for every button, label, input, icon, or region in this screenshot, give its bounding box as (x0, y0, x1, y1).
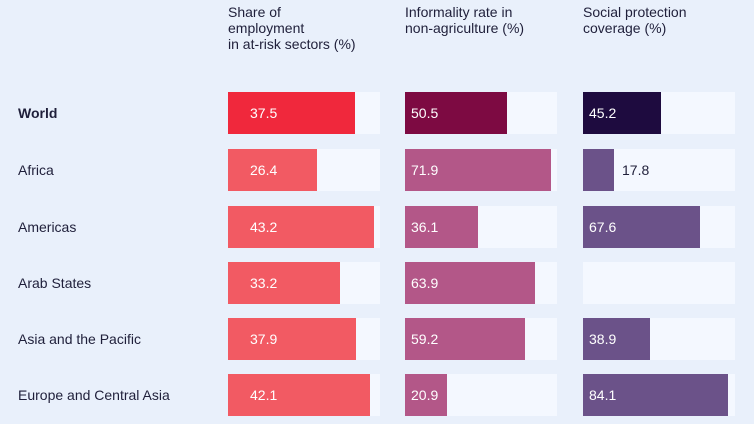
data-label: 45.2 (589, 105, 617, 121)
bar-track (405, 262, 557, 304)
bar-track (405, 318, 557, 360)
bar-track (583, 262, 735, 304)
data-label: 17.8 (622, 162, 650, 178)
bar-track (583, 206, 735, 248)
bar-track (405, 374, 557, 416)
row-label: Europe and Central Asia (18, 387, 170, 403)
column-header-0: Share of employment in at-risk sectors (… (228, 4, 356, 52)
row-label: Asia and the Pacific (18, 331, 141, 347)
bar (228, 374, 370, 416)
row-label: Africa (18, 162, 54, 178)
row-label: World (18, 105, 58, 121)
column-header-1: Informality rate in non-agriculture (%) (405, 4, 525, 36)
data-label: 36.1 (411, 219, 439, 235)
bar-track (405, 92, 557, 134)
bar-track (228, 262, 380, 304)
bar-track (228, 149, 380, 191)
bar (228, 92, 355, 134)
row-label: Americas (18, 219, 77, 235)
data-label: 42.1 (250, 387, 278, 403)
bar (228, 318, 356, 360)
column-header-2: Social protection coverage (%) (583, 4, 687, 36)
bar-track (583, 149, 735, 191)
data-label: 67.6 (589, 219, 617, 235)
bar (228, 149, 317, 191)
bar-track (228, 374, 380, 416)
bar (583, 149, 614, 191)
bar (405, 92, 507, 134)
bar-track (583, 92, 735, 134)
bar-track (228, 92, 380, 134)
data-label: 37.9 (250, 331, 278, 347)
bar (405, 318, 525, 360)
bar-track (583, 318, 735, 360)
data-label: 59.2 (411, 331, 439, 347)
data-label: 33.2 (250, 275, 278, 291)
data-label: 84.1 (589, 387, 617, 403)
bar-track (228, 318, 380, 360)
data-label: 26.4 (250, 162, 278, 178)
data-label: 63.9 (411, 275, 439, 291)
bar (405, 262, 535, 304)
bar (583, 374, 728, 416)
bar (405, 149, 551, 191)
data-label: 43.2 (250, 219, 278, 235)
bar (405, 206, 478, 248)
bar-track (583, 374, 735, 416)
bar (228, 206, 374, 248)
bar (583, 92, 661, 134)
data-label: 38.9 (589, 331, 617, 347)
data-label: 71.9 (411, 162, 439, 178)
bar (583, 206, 700, 248)
data-label: 20.9 (411, 387, 439, 403)
bar-track (405, 206, 557, 248)
bar (583, 318, 650, 360)
row-label: Arab States (18, 275, 92, 291)
data-label: 37.5 (250, 105, 278, 121)
bar (405, 374, 447, 416)
bar-track (405, 149, 557, 191)
bar (228, 262, 340, 304)
data-label: 50.5 (411, 105, 439, 121)
bar-track (228, 206, 380, 248)
